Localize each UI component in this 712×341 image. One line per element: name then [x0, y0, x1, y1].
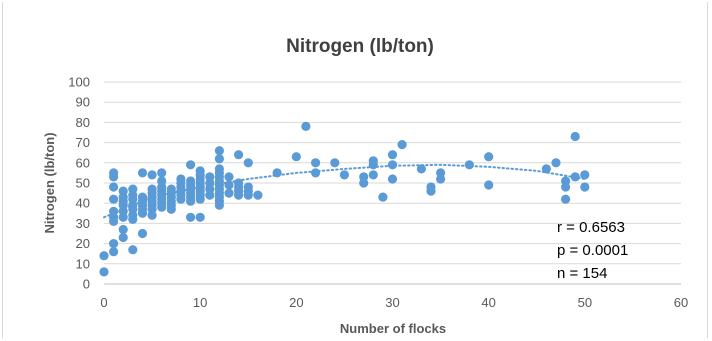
data-point [109, 206, 119, 216]
y-axis-title: Nitrogen (lb/ton) [42, 132, 57, 233]
data-point [464, 160, 474, 170]
data-point [311, 158, 321, 168]
axis-layer: 0 10 20 30 40 50 60 70 80 90 100 0 10 20 30 40 50 60 [68, 75, 688, 311]
y-tick-label: 90 [76, 95, 90, 110]
data-point [176, 174, 186, 184]
data-point [387, 160, 398, 170]
y-tick-label: 20 [76, 236, 90, 251]
y-tick-label: 60 [76, 155, 90, 170]
data-point [234, 150, 244, 160]
data-point [214, 154, 224, 164]
stat-n: n = 154 [557, 265, 607, 282]
data-point [137, 168, 148, 178]
data-point [109, 239, 119, 249]
data-point [99, 267, 109, 277]
data-point [214, 164, 224, 174]
data-point [484, 152, 494, 162]
y-tick-label: 40 [76, 196, 90, 211]
x-tick-label: 50 [578, 295, 592, 310]
y-tick-label: 10 [76, 256, 90, 271]
data-point [99, 251, 109, 261]
data-point [378, 192, 388, 202]
data-point [339, 170, 349, 180]
data-point [224, 188, 234, 198]
stat-r: r = 0.6563 [557, 219, 625, 236]
data-point [416, 164, 426, 174]
data-point [147, 170, 157, 180]
x-tick-label: 60 [674, 295, 688, 310]
chart-title: Nitrogen (lb/ton) [286, 36, 434, 57]
data-point [109, 182, 119, 192]
data-point [272, 168, 282, 178]
data-point [243, 158, 253, 168]
data-point [291, 152, 301, 162]
y-tick-label: 80 [76, 115, 90, 130]
data-point [368, 170, 378, 180]
data-point [157, 176, 167, 186]
data-point [214, 146, 224, 156]
data-point [580, 170, 590, 180]
data-point [118, 224, 128, 235]
data-point [128, 184, 138, 194]
data-point [243, 182, 253, 192]
x-tick-label: 0 [100, 295, 107, 310]
data-point [128, 245, 138, 255]
data-point [137, 228, 148, 239]
data-point [387, 174, 398, 184]
data-point [195, 166, 205, 176]
data-point [205, 172, 215, 182]
data-point [109, 168, 119, 178]
data-point [186, 160, 196, 170]
data-point [580, 182, 590, 192]
y-tick-label: 30 [76, 216, 90, 231]
data-point [157, 168, 167, 178]
data-point [301, 121, 311, 131]
y-tick-label: 70 [76, 135, 90, 150]
y-tick-label: 50 [76, 176, 90, 191]
data-point [551, 158, 561, 168]
data-point [186, 212, 196, 222]
data-point [118, 232, 128, 243]
data-point [224, 180, 234, 190]
data-point [387, 150, 398, 160]
x-tick-label: 10 [193, 295, 207, 310]
stat-p: p = 0.0001 [557, 242, 628, 259]
data-point [253, 190, 263, 200]
data-point [570, 131, 580, 142]
data-point [224, 172, 234, 182]
data-point [368, 156, 378, 166]
chart-frame [2, 2, 708, 338]
y-tick-label: 0 [83, 277, 90, 292]
x-tick-label: 20 [289, 295, 303, 310]
x-tick-label: 30 [385, 295, 399, 310]
data-point [109, 194, 119, 204]
data-point [426, 182, 436, 192]
x-tick-label: 40 [481, 295, 495, 310]
data-point [561, 194, 571, 204]
data-point [234, 178, 244, 188]
data-point [541, 164, 552, 174]
data-point [359, 172, 369, 182]
data-point [109, 247, 119, 257]
data-point [166, 184, 176, 194]
data-point [397, 140, 407, 150]
data-point [561, 176, 571, 186]
data-point [118, 186, 128, 196]
data-point [195, 212, 205, 222]
points-layer [99, 121, 590, 277]
data-point [137, 192, 148, 202]
data-point [484, 180, 494, 190]
x-axis-title: Number of flocks [340, 321, 446, 336]
data-point [436, 168, 446, 178]
data-point [570, 172, 580, 182]
data-point [186, 176, 196, 186]
y-tick-label: 100 [68, 75, 90, 90]
data-point [147, 184, 157, 194]
data-point [311, 168, 321, 178]
data-point [330, 158, 340, 168]
